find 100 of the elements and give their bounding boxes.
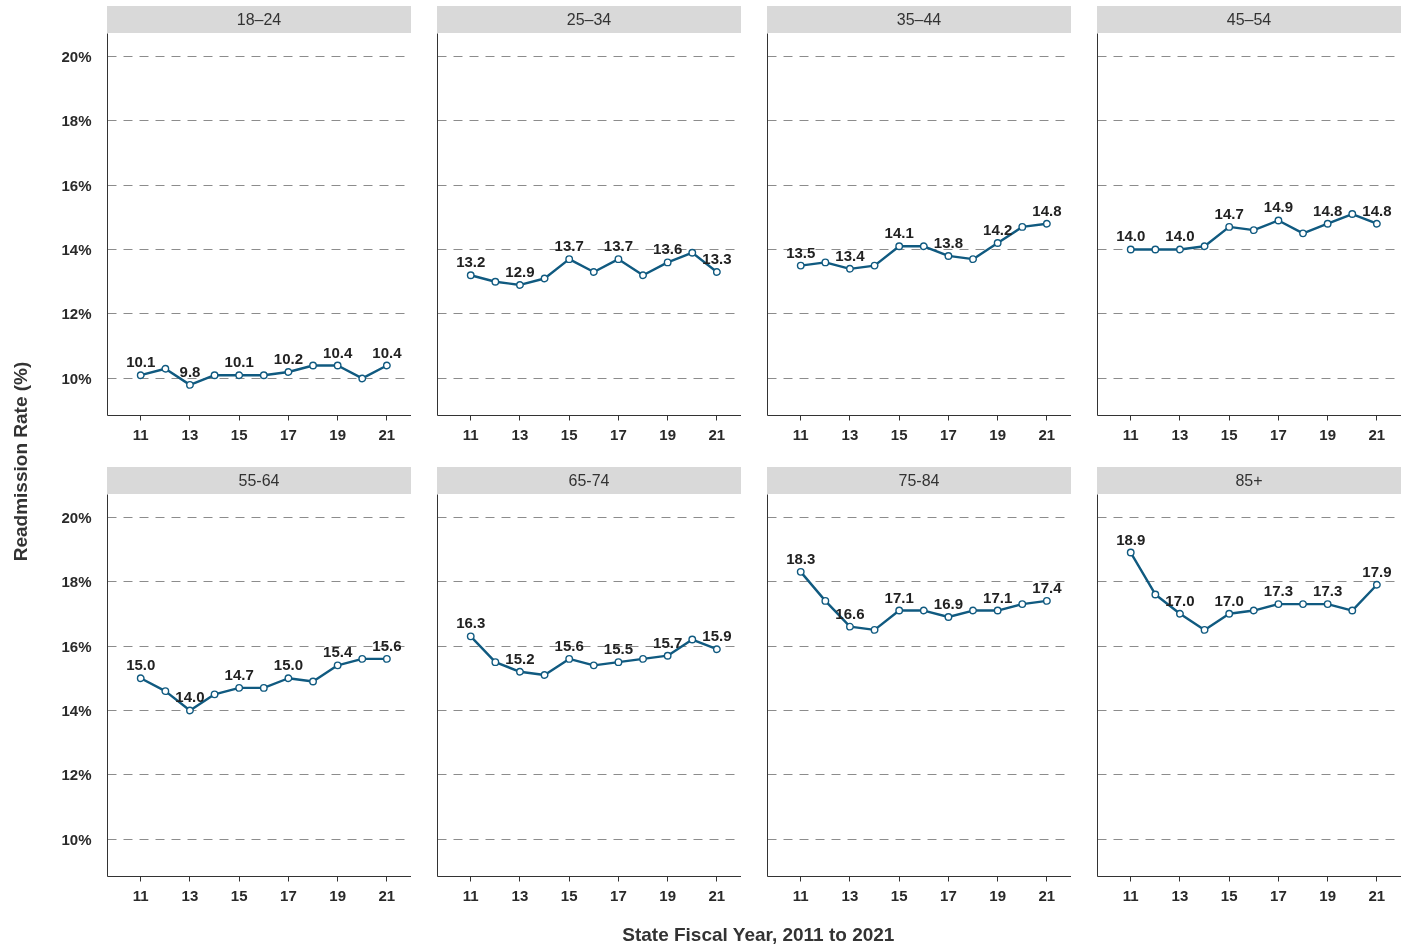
point [358, 374, 367, 383]
point [1348, 606, 1357, 615]
data-label: 16.3 [456, 614, 486, 632]
data-label: 15.7 [653, 633, 683, 651]
x-tick-label: 17 [940, 425, 957, 443]
point [969, 255, 977, 264]
data-label: 10.2 [273, 349, 304, 367]
point [589, 268, 598, 276]
point [1372, 580, 1381, 589]
point [1323, 219, 1332, 228]
x-tick-label: 19 [989, 425, 1006, 443]
data-label: 18.9 [1116, 530, 1146, 548]
point [540, 671, 549, 679]
x-tick-label: 21 [1038, 425, 1056, 443]
data-label: 17.0 [1165, 591, 1195, 609]
point [1323, 600, 1332, 609]
point [1042, 219, 1051, 228]
data-label: 15.6 [554, 636, 584, 654]
point [1126, 245, 1135, 254]
point [944, 613, 953, 621]
x-tick-label: 15 [1220, 425, 1238, 443]
x-tick-label: 13 [841, 886, 859, 904]
data-label: 17.4 [1032, 578, 1063, 596]
data-label: 15.9 [702, 627, 732, 645]
point [284, 674, 293, 683]
point [565, 255, 574, 264]
chart-title: 55-64 [238, 471, 280, 491]
data-label: 13.2 [456, 253, 486, 271]
data-label: 14.9 [1263, 198, 1294, 216]
x-tick-label: 15 [560, 425, 578, 443]
point [688, 635, 697, 644]
x-axis-title: State Fiscal Year, 2011 to 2021 [622, 924, 895, 945]
x-tick-label: 17 [940, 886, 957, 904]
point [614, 255, 623, 264]
x-tick-label: 13 [1171, 886, 1189, 904]
point [466, 271, 475, 280]
point [382, 361, 391, 370]
point [1200, 625, 1209, 634]
point [1348, 210, 1357, 218]
x-tick-label: 13 [511, 425, 529, 443]
x-tick-label: 11 [462, 425, 479, 443]
x-tick-label: 15 [1220, 886, 1238, 904]
point [663, 651, 672, 660]
data-label: 15.6 [372, 636, 402, 654]
point [382, 654, 391, 663]
y-tick-label: 10% [61, 830, 92, 848]
data-label: 14.8 [1313, 201, 1343, 219]
y-tick-label: 20% [61, 47, 92, 65]
data-label: 13.7 [554, 237, 584, 255]
point [186, 380, 194, 389]
x-tick-label: 19 [1319, 425, 1336, 443]
chart-title: 35–44 [896, 10, 942, 30]
data-label: 14.8 [1032, 201, 1062, 219]
y-tick-label: 14% [61, 701, 92, 719]
x-tick-label: 19 [659, 886, 676, 904]
x-tick-label: 11 [132, 886, 149, 904]
data-label: 17.1 [983, 588, 1013, 606]
y-tick-label: 10% [61, 369, 92, 387]
point [1126, 548, 1135, 557]
point [944, 251, 953, 260]
point [259, 683, 268, 692]
point [796, 261, 805, 270]
data-label: 10.1 [224, 353, 254, 371]
x-tick-label: 11 [792, 425, 809, 443]
point [663, 258, 672, 267]
point [614, 658, 623, 667]
point [821, 596, 830, 605]
x-tick-label: 21 [378, 886, 396, 904]
y-tick-label: 18% [61, 573, 92, 591]
point [712, 268, 721, 276]
point [895, 242, 904, 251]
data-label: 17.0 [1214, 591, 1244, 609]
data-label: 13.5 [786, 243, 816, 261]
point [1176, 245, 1184, 254]
chart-title: 18–24 [236, 10, 282, 30]
chart-title: 75-84 [898, 471, 940, 491]
x-tick-label: 21 [1368, 886, 1386, 904]
data-label: 12.9 [505, 262, 535, 280]
point [136, 674, 145, 683]
x-tick-label: 19 [329, 425, 346, 443]
data-label: 14.0 [1165, 227, 1195, 245]
x-tick-label: 15 [890, 886, 908, 904]
point [1274, 216, 1283, 225]
point [358, 654, 367, 663]
y-tick-label: 16% [61, 637, 92, 655]
data-label: 17.9 [1362, 562, 1392, 580]
x-tick-label: 13 [841, 425, 859, 443]
x-tick-label: 17 [610, 425, 627, 443]
data-label: 14.2 [983, 221, 1013, 239]
data-label: 13.3 [702, 250, 732, 268]
x-tick-label: 11 [132, 425, 149, 443]
point [1042, 596, 1051, 605]
x-tick-label: 17 [1270, 425, 1287, 443]
data-label: 17.3 [1263, 582, 1294, 600]
y-tick-label: 16% [61, 176, 92, 194]
point [1151, 590, 1160, 599]
point [136, 371, 145, 380]
data-label: 15.0 [273, 656, 304, 674]
point [1249, 226, 1258, 235]
point [1299, 600, 1307, 609]
